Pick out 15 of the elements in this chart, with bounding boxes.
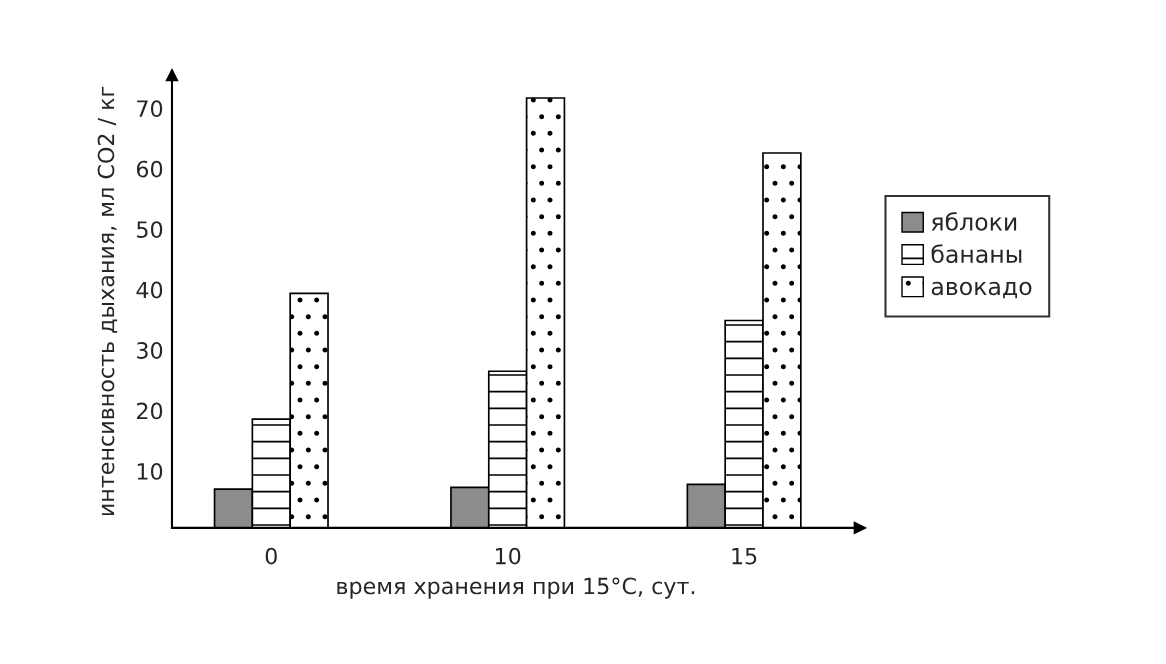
legend-label: авокадо (931, 281, 1032, 299)
x-axis-title: время хранения при 15°C, сут. (337, 577, 695, 599)
y-tick-label: 40 (136, 281, 163, 299)
y-tick-label: 20 (137, 402, 163, 420)
y-tick-label: 30 (137, 342, 163, 359)
y-axis-title: интенсивность дыхания, мл CO2 / кг (97, 86, 118, 516)
legend-label: бананы (931, 244, 1022, 264)
legend-label: яблоки (931, 212, 1017, 231)
y-tick-label: 50 (137, 221, 163, 238)
x-tick-label: 0 (265, 547, 277, 565)
y-tick-label: 70 (137, 100, 163, 118)
x-tick-label: 10 (495, 547, 521, 565)
y-tick-label: 60 (136, 160, 163, 178)
x-tick-label: 15 (732, 548, 757, 565)
y-tick-label: 10 (137, 463, 163, 480)
